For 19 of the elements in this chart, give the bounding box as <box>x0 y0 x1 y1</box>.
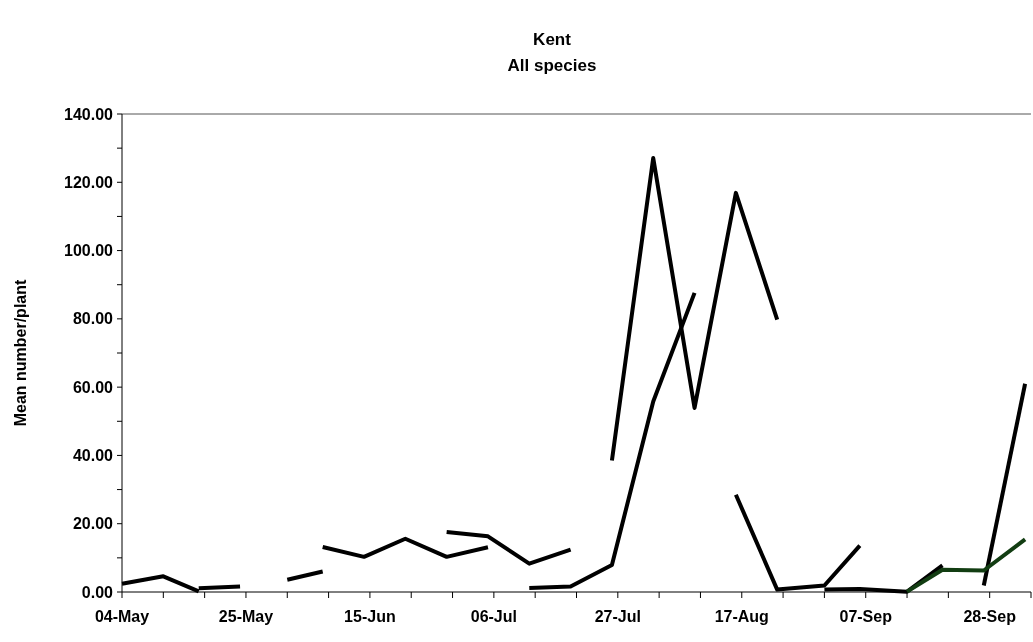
y-tick-label: 0.00 <box>81 583 114 601</box>
chart-title: Kent <box>533 30 572 49</box>
x-tick-label: 27-Jul <box>594 608 641 625</box>
x-tick-label: 15-Jun <box>344 608 396 625</box>
chart-subtitle: All species <box>507 56 597 75</box>
x-tick-label: 17-Aug <box>714 608 769 625</box>
y-tick-label: 60.00 <box>72 378 114 396</box>
x-tick-label: 07-Sep <box>839 608 893 625</box>
x-tick-label: 28-Sep <box>963 608 1017 625</box>
y-tick-label: 140.00 <box>64 105 114 123</box>
x-tick-label: 25-May <box>218 608 274 625</box>
x-tick-label: 06-Jul <box>470 608 517 625</box>
x-tick-label: 04-May <box>94 608 150 625</box>
y-axis-title: Mean number/plant <box>12 278 29 427</box>
y-tick-label: 40.00 <box>72 447 114 465</box>
y-tick-label: 120.00 <box>64 173 114 191</box>
y-tick-label: 80.00 <box>72 310 114 328</box>
y-tick-label: 20.00 <box>72 515 114 533</box>
y-tick-label: 100.00 <box>64 242 114 260</box>
